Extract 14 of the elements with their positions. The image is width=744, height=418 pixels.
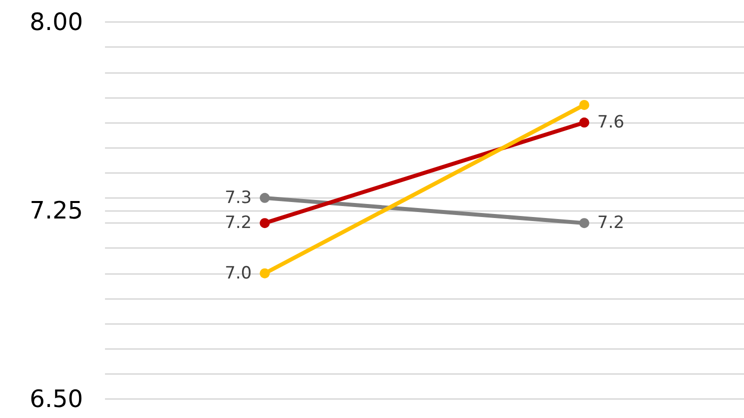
data-label: 7.2 xyxy=(597,213,624,234)
point xyxy=(260,218,270,228)
point xyxy=(260,192,270,203)
point xyxy=(260,268,270,278)
point xyxy=(579,118,590,128)
data-label: 7.0 xyxy=(224,263,252,284)
data-label: 7.3 xyxy=(224,188,252,208)
data-label: 7.6 xyxy=(597,112,624,133)
y-tick-label: 8.00 xyxy=(30,8,83,36)
y-tick-label: 6.50 xyxy=(30,385,83,413)
y-tick-label: 7.25 xyxy=(30,196,83,224)
data-label: 7.2 xyxy=(224,213,252,234)
point xyxy=(579,100,590,110)
point xyxy=(579,218,590,228)
